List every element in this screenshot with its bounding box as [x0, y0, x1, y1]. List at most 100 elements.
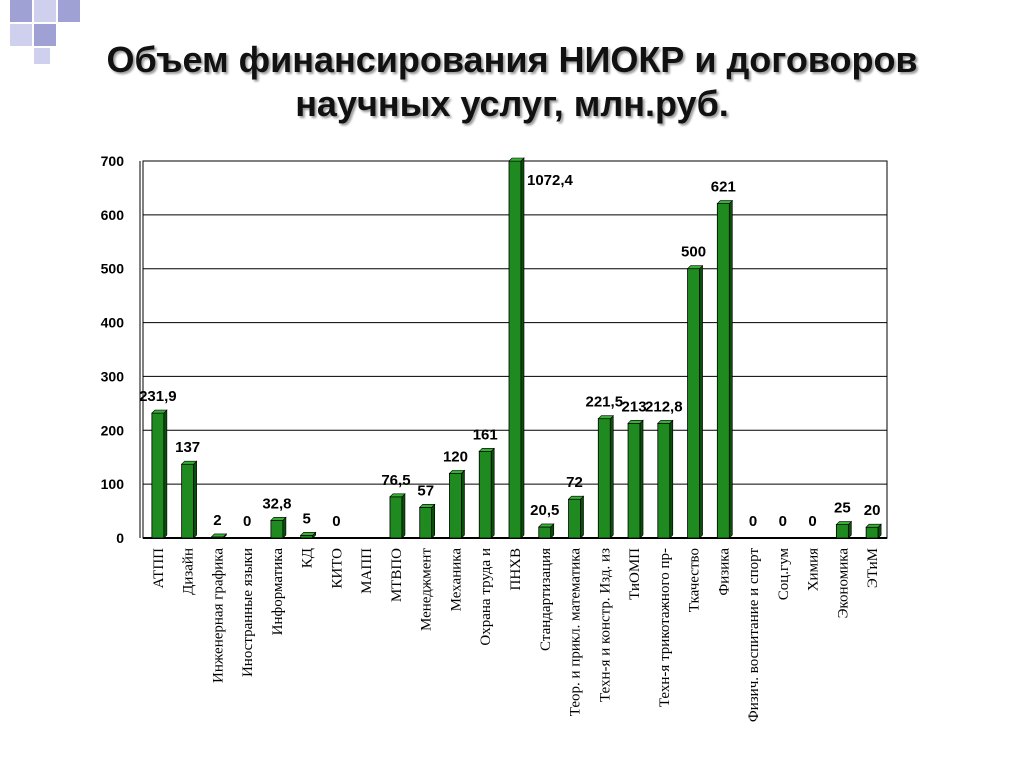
category-label: КИТО: [329, 548, 345, 589]
bar: [180, 460, 198, 539]
bar-top: [270, 517, 287, 521]
bar: [538, 523, 555, 539]
y-tick-label: 0: [116, 530, 124, 546]
bar: [478, 447, 495, 539]
bar: [151, 409, 168, 539]
bar-top: [418, 504, 436, 508]
bar: [210, 533, 228, 539]
data-label: 20,5: [530, 502, 559, 519]
y-tick-label: 200: [101, 422, 125, 438]
data-label: 231,9: [139, 388, 177, 405]
bar-side: [669, 419, 674, 539]
bar-front: [865, 526, 879, 539]
bar-top: [865, 523, 882, 528]
bar-top: [716, 200, 734, 204]
bar-front: [419, 506, 433, 539]
bar: [657, 419, 674, 539]
bar-top: [567, 495, 585, 500]
data-label: 212,8: [645, 398, 683, 415]
bar-front: [389, 496, 403, 539]
category-label: Химия: [806, 548, 822, 591]
bar-front: [300, 534, 314, 539]
bar-front: [716, 203, 730, 539]
category-label: Техн-я и констр. Изд. из: [597, 548, 613, 702]
bar-side: [282, 516, 287, 539]
y-tick-label: 300: [101, 368, 125, 384]
bar-side: [609, 414, 614, 539]
bar-front: [657, 422, 671, 539]
bar: [389, 493, 406, 539]
bar-front: [181, 463, 195, 539]
slide-title: Объем финансирования НИОКР и договоров н…: [40, 38, 984, 126]
bar-side: [461, 469, 465, 539]
bar: [567, 495, 585, 539]
bar: [448, 469, 466, 539]
bar: [418, 503, 436, 539]
bar-top: [299, 532, 317, 536]
category-label: КД: [300, 548, 316, 568]
bar-side: [580, 495, 584, 539]
category-label: Дизайн: [181, 548, 197, 595]
category-label: Техн-я трикотажного пр-: [657, 548, 673, 707]
category-labels: АТПП Дизайн Инженерная графика Иностранные …: [151, 547, 881, 722]
data-label: 0: [808, 513, 816, 530]
y-tick-label: 700: [101, 153, 125, 169]
bar-front: [687, 268, 700, 539]
bar-front: [538, 526, 552, 539]
y-axis-tick-labels: 0 100 200 300 400 500 600 700: [101, 153, 125, 546]
bar-front: [270, 519, 284, 539]
category-label: АТПП: [151, 548, 167, 589]
bar-top: [448, 470, 466, 474]
category-label: Соц.гум: [776, 547, 792, 600]
data-label: 0: [749, 513, 757, 530]
data-label: 120: [443, 448, 468, 465]
data-label: 2: [213, 512, 221, 529]
data-label: 20: [864, 502, 881, 519]
bar: [597, 414, 615, 539]
category-label: ЭТиМ: [865, 548, 881, 588]
bar-top: [686, 265, 704, 270]
bar: [686, 264, 704, 539]
bar-side: [490, 447, 495, 539]
bar-side: [639, 419, 644, 539]
bar-side: [431, 503, 436, 539]
data-label: 500: [681, 244, 706, 261]
title-decoration-squares: [10, 0, 80, 64]
data-label: 0: [243, 513, 251, 530]
bar-side: [729, 199, 733, 539]
y-tick-label: 600: [101, 207, 125, 223]
bar: [865, 523, 882, 539]
bar-top: [657, 420, 674, 424]
data-label: 0: [332, 513, 340, 530]
bar-front: [568, 498, 581, 539]
bar-top: [597, 415, 615, 420]
data-label: 621: [711, 179, 736, 196]
category-label: Стандартизация: [538, 548, 554, 651]
bar-front: [508, 160, 522, 539]
bar-side: [699, 264, 703, 539]
data-label: 161: [473, 426, 498, 443]
category-label: МАПП: [359, 548, 375, 594]
bar-front: [151, 412, 165, 539]
bar-side: [401, 493, 406, 539]
category-label: МТВПО: [389, 548, 405, 602]
bars: [151, 157, 882, 539]
bar-front: [627, 422, 641, 539]
bar-side: [163, 409, 168, 539]
category-label: Информатика: [270, 548, 286, 636]
bar-top: [627, 419, 644, 424]
bar-top: [389, 493, 406, 498]
data-label: 57: [417, 482, 434, 499]
bar-front: [835, 524, 849, 539]
category-label: Иностранные языки: [240, 548, 256, 677]
bar-top: [538, 523, 555, 528]
data-label: 221,5: [586, 394, 624, 411]
data-label: 213: [622, 398, 647, 415]
category-label: ТиОМП: [627, 548, 643, 600]
category-label: ПНХВ: [508, 548, 524, 591]
category-label: Механика: [448, 548, 464, 612]
bar-top: [508, 157, 525, 162]
y-tick-label: 500: [101, 261, 125, 277]
bar-top: [180, 460, 198, 465]
